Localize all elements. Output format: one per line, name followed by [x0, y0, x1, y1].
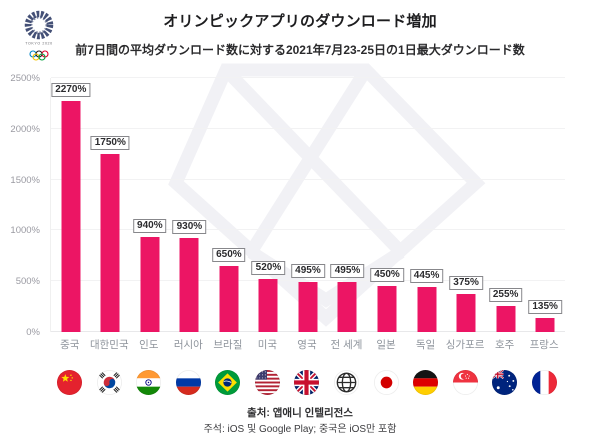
bar-value-label: 495% — [330, 263, 365, 278]
usa-flag-icon — [248, 370, 288, 395]
x-axis-category-label: 프랑스 — [529, 339, 559, 351]
uk-flag-icon — [287, 370, 327, 395]
bar — [258, 279, 278, 332]
brazil-flag-icon — [208, 370, 248, 395]
x-axis-category-label: 일본 — [376, 339, 396, 351]
gridline — [51, 77, 565, 78]
bar — [535, 318, 555, 332]
x-axis-category-label: 대한민국 — [89, 339, 129, 351]
bars-container: 2270% 1750% 940% 930% 650% 520% 495% 495% 450% 44… — [51, 78, 565, 332]
bar-column: 255% — [486, 78, 526, 332]
source-credit: 출처: 앱애니 인텔리전스 — [247, 407, 353, 419]
bar-chart-plot-area: 2270% 1750% 940% 930% 650% 520% 495% 495% 450% 44… — [50, 77, 565, 332]
bar-column: 495% — [288, 78, 328, 332]
y-tick-label: 2000% — [10, 123, 40, 135]
tokyo-2020-olympics-logo: TOKYO 2020 — [24, 10, 54, 61]
france-flag-icon — [524, 370, 564, 395]
y-tick-label: 0% — [26, 327, 40, 338]
bar — [61, 101, 81, 332]
bar-column: 450% — [367, 78, 407, 332]
y-axis-labels: 0% 500% 1000% 1500% 2000% 2500% — [0, 73, 44, 338]
bar-column: 1750% — [90, 78, 131, 332]
x-axis-category-label: 브라질 — [213, 339, 243, 351]
page-title: オリンピックアプリのダウンロード増加 — [163, 13, 437, 30]
country-flags-row — [50, 370, 564, 395]
bar-value-label: 255% — [488, 288, 523, 303]
germany-flag-icon — [406, 370, 446, 395]
russia-flag-icon — [169, 370, 209, 395]
australia-flag-icon — [485, 370, 525, 395]
bar-value-label: 520% — [251, 261, 286, 276]
x-axis-category-label: 호주 — [494, 339, 515, 351]
japan-flag-icon — [366, 370, 406, 395]
bar-value-label: 2270% — [51, 83, 91, 98]
y-tick-label: 2500% — [10, 73, 40, 84]
x-axis-category-label: 중국 — [60, 339, 80, 351]
gridline — [51, 178, 565, 180]
bar — [377, 286, 397, 332]
bar-column: 2270% — [51, 78, 91, 332]
bar — [298, 281, 318, 332]
x-axis-category-label: 전 세계 — [330, 339, 363, 351]
bar-value-label: 135% — [528, 300, 562, 315]
y-tick-label: 1000% — [10, 225, 40, 237]
bar — [140, 236, 160, 332]
bar — [496, 306, 516, 332]
bar-column: 650% — [209, 78, 249, 332]
y-tick-label: 1500% — [10, 174, 40, 186]
bar-column: 940% — [130, 78, 170, 332]
bar-value-label: 650% — [212, 247, 246, 262]
china-flag-icon — [50, 370, 90, 395]
footnote: 주석: iOS 및 Google Play; 중국은 iOS만 포함 — [203, 424, 397, 435]
gem-diamond-watermark — [168, 63, 486, 327]
x-axis-category-label: 영국 — [297, 339, 317, 351]
x-axis-category-label: 러시아 — [173, 339, 203, 351]
svg-text:TOKYO 2020: TOKYO 2020 — [25, 42, 53, 46]
bar-value-label: 930% — [172, 219, 207, 234]
bar-column: 375% — [446, 78, 486, 332]
bar-column: 930% — [170, 78, 210, 332]
bar — [219, 265, 239, 332]
y-tick-label: 500% — [15, 276, 40, 288]
bar — [337, 281, 357, 332]
gridline — [51, 127, 565, 129]
bar — [179, 237, 199, 332]
bar-value-label: 1750% — [90, 136, 130, 151]
worldwide-globe-icon — [327, 370, 367, 395]
india-flag-icon — [129, 370, 169, 395]
x-axis-category-label: 독일 — [415, 339, 436, 351]
bar-value-label: 940% — [133, 218, 167, 233]
x-axis-category-label: 인도 — [139, 339, 159, 351]
gridline — [51, 280, 565, 282]
page-subtitle: 前7日間の平均ダウンロード数に対する2021年7月23-25日の1日最大ダウンロ… — [75, 43, 525, 57]
gridline — [51, 229, 565, 231]
x-axis-labels: 중국 대한민국 인도 러시아 브라질 미국 영국 전 세계 일본 독일 싱가포르 호주 프랑스 — [50, 337, 564, 352]
bar-value-label: 375% — [449, 275, 483, 290]
bar — [417, 286, 437, 332]
x-axis-category-label: 미국 — [257, 339, 278, 351]
bar-value-label: 445% — [409, 268, 444, 283]
bar-value-label: 450% — [370, 268, 404, 283]
bar-column: 445% — [407, 78, 447, 332]
bar — [456, 293, 476, 332]
bar — [100, 154, 120, 332]
bar-column: 135% — [525, 78, 565, 332]
south-korea-flag-icon — [90, 370, 130, 395]
bar-value-label: 495% — [291, 263, 325, 278]
singapore-flag-icon — [445, 370, 485, 395]
x-axis-category-label: 싱가포르 — [445, 339, 485, 351]
bar-column: 520% — [249, 78, 289, 332]
bar-column: 495% — [328, 78, 368, 332]
